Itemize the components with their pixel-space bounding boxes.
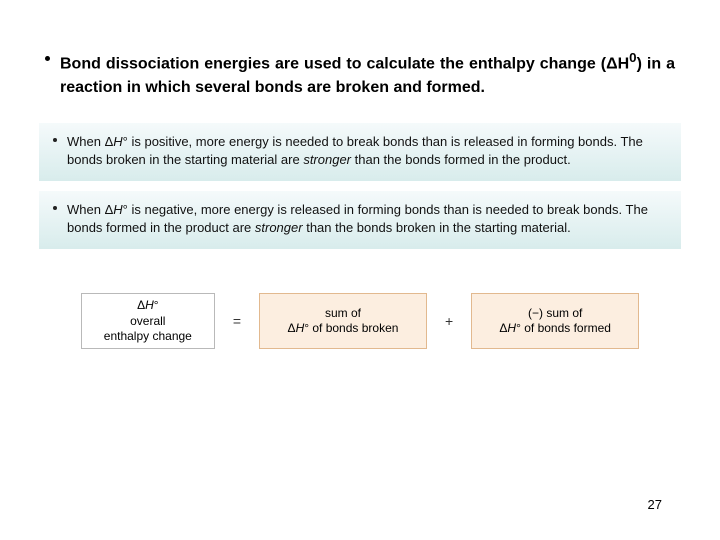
page-number: 27	[648, 497, 662, 512]
formula-row: ΔH° overall enthalpy change = sum of ΔH°…	[45, 293, 675, 349]
bullet-dot-icon	[53, 206, 57, 210]
formula-line: (−) sum of	[484, 306, 626, 322]
formula-line: ΔH°	[94, 298, 202, 314]
plus-operator: +	[445, 293, 453, 349]
bullet-dot	[45, 56, 50, 61]
formula-box-overall: ΔH° overall enthalpy change	[81, 293, 215, 349]
info-box-text: When ΔH° is positive, more energy is nee…	[67, 133, 669, 169]
formula-line: enthalpy change	[94, 329, 202, 345]
formula-box-formed: (−) sum of ΔH° of bonds formed	[471, 293, 639, 349]
info-box-text: When ΔH° is negative, more energy is rel…	[67, 201, 669, 237]
main-bullet-text: Bond dissociation energies are used to c…	[60, 48, 675, 99]
formula-line: ΔH° of bonds broken	[272, 321, 414, 337]
formula-line: ΔH° of bonds formed	[484, 321, 626, 337]
info-box-positive: When ΔH° is positive, more energy is nee…	[39, 123, 681, 181]
main-bullet: Bond dissociation energies are used to c…	[45, 30, 675, 99]
bullet-dot-icon	[53, 138, 57, 142]
info-box-negative: When ΔH° is negative, more energy is rel…	[39, 191, 681, 249]
formula-line: overall	[94, 314, 202, 330]
formula-line: sum of	[272, 306, 414, 322]
formula-box-broken: sum of ΔH° of bonds broken	[259, 293, 427, 349]
equals-operator: =	[233, 293, 241, 349]
